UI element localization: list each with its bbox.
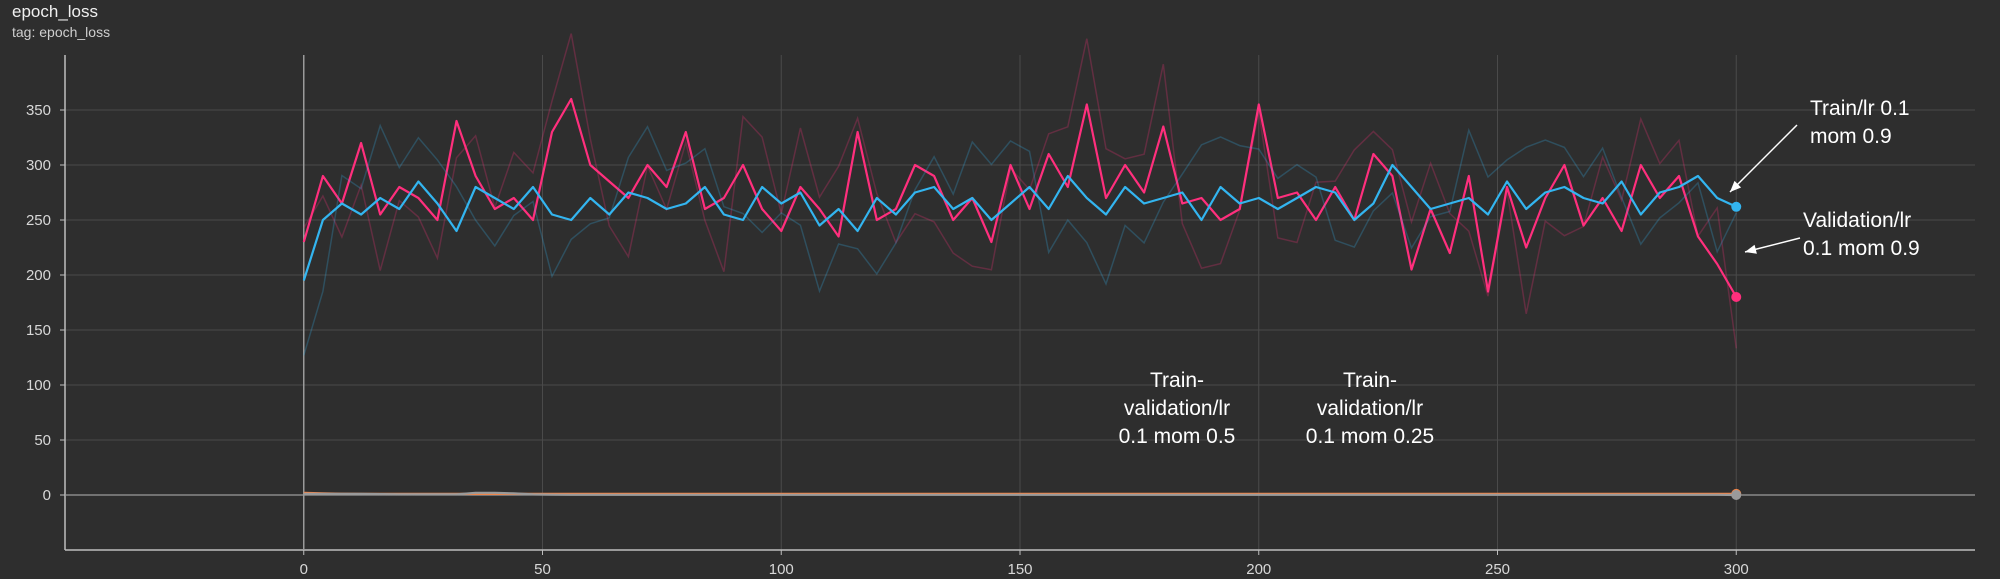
- annotation-arrowhead-validation_09: [1745, 244, 1757, 254]
- y-tick-label: 0: [43, 487, 51, 504]
- annotation-line: Train-: [1343, 369, 1397, 392]
- series-end-point-train_09: [1731, 201, 1742, 212]
- annotation-line: 0.1 mom 0.5: [1119, 425, 1236, 448]
- annotation-line: 0.1 mom 0.9: [1803, 237, 1920, 260]
- series-layer: [302, 33, 1742, 500]
- series-line-train_09: [302, 163, 1737, 281]
- annotation-arrowhead-train_09: [1730, 180, 1742, 192]
- annotation-line: Train/lr 0.1: [1810, 97, 1910, 120]
- y-tick-label: 100: [26, 377, 51, 394]
- raw-series-line-train_09: [303, 123, 1737, 356]
- annotation-line: Train-: [1150, 369, 1204, 392]
- annotation-arrow-train_09: [1729, 124, 1798, 193]
- x-tick-label: 100: [769, 561, 794, 578]
- annotation-line: validation/lr: [1124, 397, 1230, 420]
- annotation-line: validation/lr: [1317, 397, 1423, 420]
- annotation-line: mom 0.9: [1810, 125, 1892, 148]
- series-line-train_025: [303, 491, 1737, 497]
- panel-title: epoch_loss: [12, 2, 99, 21]
- series-end-point-train_025: [1731, 490, 1742, 500]
- y-tick-label: 250: [26, 212, 51, 229]
- x-tick-label: 50: [534, 561, 551, 578]
- x-tick-label: 0: [300, 561, 308, 578]
- panel-subtitle: tag: epoch_loss: [12, 24, 111, 40]
- annotation-validation_09: Validation/lr 0.1 mom 0.9: [1803, 209, 1920, 260]
- x-tick-label: 300: [1724, 561, 1749, 578]
- grid-layer: [65, 55, 1975, 550]
- annotation-line: Validation/lr: [1803, 209, 1911, 232]
- series-end-point-validation_09: [1731, 292, 1742, 302]
- x-tick-label: 150: [1007, 561, 1032, 578]
- annotation-train_05: Train-validation/lr 0.1 mom 0.5: [1119, 369, 1236, 448]
- annotation-line: 0.1 mom 0.25: [1306, 425, 1434, 448]
- y-tick-label: 300: [26, 157, 51, 174]
- annotation-train_025: Train-validation/lr 0.1 mom 0.25: [1306, 369, 1434, 448]
- axis-layer: 0 50 100 150 200 250 300 0 50 100 150 200 250 300 350: [26, 55, 1975, 578]
- y-tick-label: 200: [26, 267, 51, 284]
- series-line-validation_09: [302, 97, 1738, 298]
- annotation-layer: Train/lr 0.1 mom 0.9 Validation/lr 0.1 mom …: [1119, 97, 1920, 448]
- y-tick-label: 350: [26, 102, 51, 119]
- x-tick-label: 200: [1246, 561, 1271, 578]
- y-tick-label: 150: [26, 322, 51, 339]
- annotation-train_09: Train/lr 0.1 mom 0.9: [1810, 97, 1910, 148]
- x-tick-label: 250: [1485, 561, 1510, 578]
- y-tick-label: 50: [34, 432, 51, 449]
